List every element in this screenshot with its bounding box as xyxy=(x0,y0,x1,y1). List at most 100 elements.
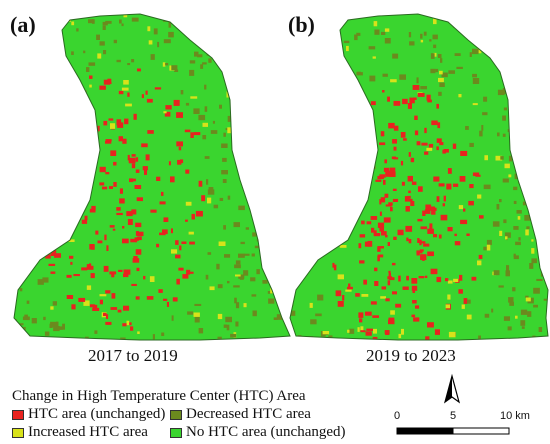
land-patch xyxy=(527,311,532,317)
land-patch xyxy=(22,225,26,229)
land-patch xyxy=(57,91,60,98)
land-patch xyxy=(297,256,303,261)
land-patch xyxy=(315,44,319,47)
land-patch xyxy=(525,53,528,57)
land-patch xyxy=(469,52,472,57)
land-patch xyxy=(161,332,165,336)
land-patch xyxy=(389,167,396,173)
land-patch xyxy=(310,319,317,325)
land-patch xyxy=(282,207,285,210)
land-patch xyxy=(88,62,96,66)
land-patch xyxy=(332,262,335,268)
land-patch xyxy=(354,214,360,218)
land-patch xyxy=(80,194,84,199)
land-patch xyxy=(425,336,430,340)
land-patch xyxy=(105,172,110,175)
land-patch xyxy=(261,122,267,126)
land-patch xyxy=(403,138,407,141)
land-patch xyxy=(227,127,235,134)
land-patch xyxy=(522,157,530,163)
land-patch xyxy=(269,19,276,23)
land-patch xyxy=(409,198,413,202)
map-b xyxy=(278,14,548,347)
land-patch xyxy=(296,252,301,257)
land-patch xyxy=(409,97,415,104)
land-patch xyxy=(306,216,310,222)
land-patch xyxy=(278,245,283,250)
land-patch xyxy=(291,38,297,41)
land-patch xyxy=(351,193,359,198)
land-patch xyxy=(103,79,111,85)
land-patch xyxy=(223,132,226,137)
land-patch xyxy=(412,300,417,304)
land-patch xyxy=(483,18,486,23)
land-patch xyxy=(395,303,402,308)
land-patch xyxy=(71,185,74,189)
land-patch xyxy=(452,143,457,149)
land-patch xyxy=(257,18,261,23)
land-patch xyxy=(356,209,359,214)
land-patch xyxy=(194,51,199,57)
land-patch xyxy=(285,251,289,255)
land-patch xyxy=(147,130,154,134)
land-patch xyxy=(351,341,357,347)
land-patch xyxy=(399,74,406,80)
land-patch xyxy=(178,146,182,151)
land-patch xyxy=(22,265,26,269)
land-patch xyxy=(514,173,519,180)
land-patch xyxy=(429,223,433,230)
land-patch xyxy=(538,76,545,81)
land-patch xyxy=(357,327,360,332)
land-patch xyxy=(123,273,129,278)
land-patch xyxy=(530,30,534,35)
land-patch xyxy=(83,169,89,174)
land-patch xyxy=(472,103,478,106)
land-patch xyxy=(21,239,28,245)
land-patch xyxy=(345,289,352,292)
land-patch xyxy=(267,340,271,346)
land-patch xyxy=(25,335,30,340)
land-patch xyxy=(380,296,386,299)
land-patch xyxy=(445,278,449,282)
land-patch xyxy=(517,125,520,132)
land-patch xyxy=(14,332,17,337)
land-patch xyxy=(15,17,18,22)
land-patch xyxy=(178,267,184,271)
land-patch xyxy=(355,293,360,297)
land-patch xyxy=(4,50,9,52)
land-patch xyxy=(159,201,166,205)
land-patch xyxy=(229,81,232,86)
land-patch xyxy=(35,87,43,91)
land-patch xyxy=(128,157,136,164)
land-patch xyxy=(283,240,286,243)
land-patch xyxy=(83,300,90,306)
land-patch xyxy=(3,209,8,212)
land-patch xyxy=(319,138,327,144)
land-patch xyxy=(290,290,296,293)
land-patch xyxy=(332,150,335,155)
land-patch xyxy=(430,53,435,59)
land-patch xyxy=(235,35,239,38)
legend-item-decreased: Decreased HTC area xyxy=(170,406,311,423)
land-patch xyxy=(133,113,137,120)
land-patch xyxy=(348,283,351,290)
land-patch xyxy=(189,60,196,64)
land-patch xyxy=(315,313,322,317)
land-patch xyxy=(373,328,377,334)
land-patch xyxy=(424,275,428,278)
land-patch xyxy=(487,31,493,36)
land-patch xyxy=(168,161,171,166)
land-patch xyxy=(294,217,301,222)
land-patch xyxy=(458,205,464,210)
land-patch xyxy=(417,218,423,222)
land-patch xyxy=(431,120,438,126)
land-patch xyxy=(188,231,194,235)
land-patch xyxy=(359,318,363,323)
land-patch xyxy=(132,178,136,182)
land-patch xyxy=(19,154,26,161)
land-patch xyxy=(228,344,231,348)
land-patch xyxy=(408,239,412,244)
land-patch xyxy=(459,176,466,182)
land-patch xyxy=(202,62,207,65)
land-patch xyxy=(131,154,136,157)
